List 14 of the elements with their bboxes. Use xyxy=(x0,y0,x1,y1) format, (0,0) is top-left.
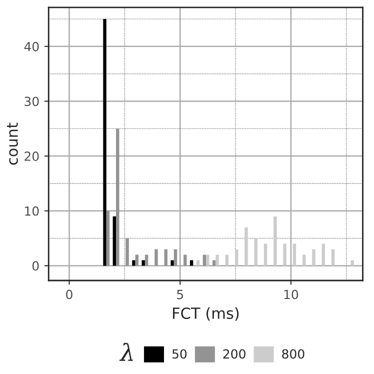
legend-label: 200 xyxy=(223,349,246,359)
x-axis-title: FCT (ms) xyxy=(172,307,239,321)
legend-label: 800 xyxy=(282,349,304,359)
x-tick-label: 0 xyxy=(66,290,72,300)
y-tick-label: 40 xyxy=(24,42,39,52)
x-tick-label: 10 xyxy=(284,290,298,300)
legend-title: λ xyxy=(119,342,133,361)
x-tick-label: 5 xyxy=(177,290,183,300)
y-tick-label: 10 xyxy=(25,206,39,216)
legend-label: 50 xyxy=(172,349,187,359)
y-tick-label: 20 xyxy=(24,152,39,161)
y-tick-label: 0 xyxy=(32,261,39,271)
y-axis-title: count xyxy=(7,122,18,165)
y-tick-label: 30 xyxy=(24,96,39,106)
